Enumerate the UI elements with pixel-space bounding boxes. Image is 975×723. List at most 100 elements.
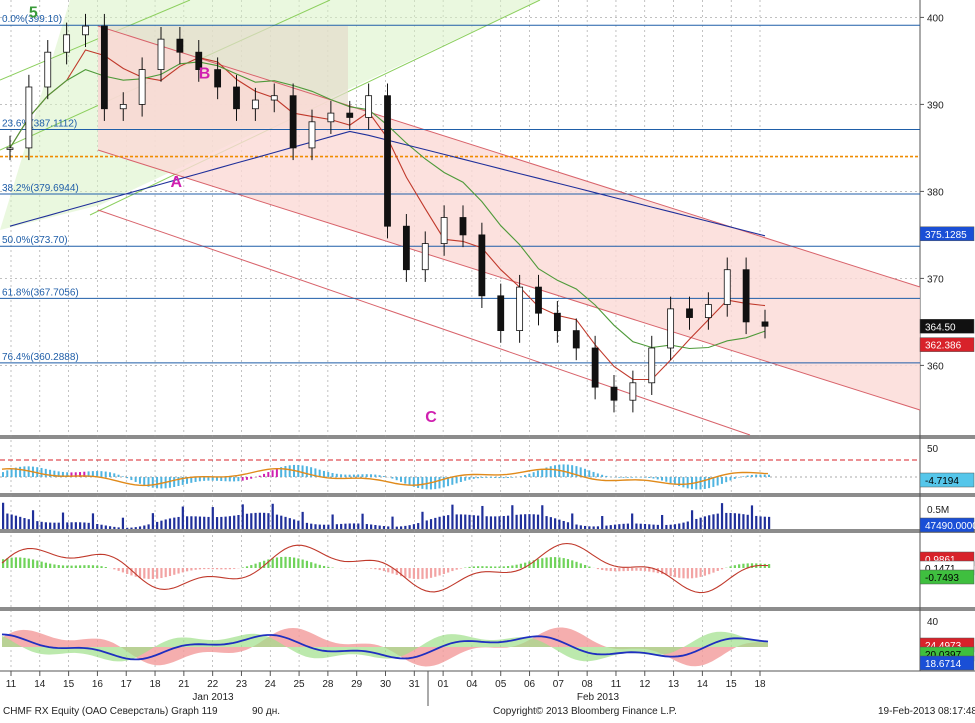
momentum-bar	[545, 467, 548, 477]
momentum-bar	[399, 477, 402, 482]
volume-bar	[138, 526, 142, 529]
macd-histogram-bar	[477, 566, 480, 568]
volume-bar	[40, 521, 43, 529]
macd-histogram-bar	[198, 568, 202, 570]
volume-bar	[554, 518, 557, 529]
candle-body	[440, 217, 448, 245]
candle-body	[384, 95, 391, 227]
volume-bar	[382, 526, 386, 529]
momentum-bar	[156, 477, 159, 489]
macd-histogram-bar	[233, 568, 236, 569]
macd-histogram-bar	[327, 566, 330, 568]
macd-histogram-bar	[511, 565, 514, 568]
volume-bar	[31, 510, 35, 529]
footer-period: 90 дн.	[252, 706, 281, 717]
momentum-bar	[194, 477, 197, 482]
macd-histogram-bar	[121, 568, 125, 573]
momentum-bar	[622, 477, 625, 478]
volume-bar	[639, 523, 642, 529]
macd-histogram-bar	[224, 568, 227, 570]
y-tick-label: 360	[927, 361, 944, 372]
y-tick-label: 370	[927, 274, 944, 285]
macd-histogram-bar	[652, 568, 655, 573]
macd-histogram-bar	[40, 561, 43, 568]
macd-histogram-bar	[66, 565, 69, 568]
momentum-bar	[549, 466, 552, 477]
price-tag-label: 47490.0000	[925, 521, 975, 532]
volume-bar	[678, 523, 681, 529]
momentum-bar	[421, 477, 424, 489]
momentum-bar	[126, 477, 129, 479]
macd-histogram-bar	[190, 568, 193, 571]
candle-body	[648, 347, 656, 384]
candle-body	[138, 69, 146, 105]
momentum-bar	[412, 477, 415, 487]
descending-channel-fill	[98, 26, 920, 410]
macd-histogram-bar	[49, 563, 52, 568]
momentum-bar	[10, 468, 13, 477]
momentum-bar	[699, 477, 702, 490]
macd-histogram-bar	[138, 568, 142, 578]
panel-separator	[0, 529, 975, 533]
volume-bar	[635, 523, 638, 529]
candle-body	[176, 38, 184, 53]
macd-histogram-bar	[579, 563, 582, 568]
macd-histogram-bar	[301, 559, 304, 568]
momentum-bar	[729, 477, 732, 481]
x-tick-label: 12	[639, 679, 651, 690]
momentum-bar	[554, 465, 557, 477]
macd-histogram-bar	[541, 558, 544, 568]
momentum-bar	[331, 473, 334, 477]
macd-histogram-bar	[263, 560, 266, 568]
price-tag-label: 375.1285	[925, 230, 967, 241]
macd-histogram-bar	[768, 564, 771, 568]
candle-body	[44, 51, 52, 88]
price-tag-label: -4.7194	[925, 476, 959, 487]
macd-histogram-bar	[729, 566, 732, 568]
momentum-bar	[228, 477, 231, 482]
macd-histogram-bar	[720, 568, 724, 570]
volume-bar	[241, 504, 244, 529]
macd-histogram-bar	[622, 568, 625, 572]
fib-level-label: 38.2%(379.6944)	[2, 183, 79, 194]
price-tag	[919, 517, 975, 533]
candle-body	[119, 104, 127, 110]
momentum-bar	[528, 473, 531, 477]
momentum-bar	[652, 477, 655, 479]
volume-bar	[746, 514, 749, 529]
momentum-bar	[579, 467, 582, 477]
dmi-negative-area	[2, 631, 768, 662]
macd-histogram-bar	[79, 565, 82, 568]
volume-bar	[344, 523, 347, 529]
indicator-panels	[0, 459, 920, 667]
momentum-bar	[237, 477, 240, 482]
macd-histogram-bar	[682, 568, 685, 579]
volume-bar	[104, 525, 107, 529]
macd-histogram-bar	[738, 564, 741, 568]
momentum-bar	[250, 477, 253, 479]
volume-bar	[750, 505, 754, 529]
macd-histogram-bar	[284, 556, 287, 568]
macd-histogram-bar	[258, 562, 261, 568]
momentum-bar	[130, 477, 133, 481]
momentum-bar	[40, 467, 43, 477]
volume-bar	[455, 514, 458, 529]
macd-histogram-bar	[10, 557, 13, 568]
momentum-bar	[536, 470, 539, 477]
macd-histogram-bar	[31, 559, 35, 568]
x-tick-label: 28	[322, 679, 334, 690]
wave-label: C	[425, 409, 437, 426]
momentum-bar	[464, 477, 467, 481]
macd-histogram-bar	[434, 568, 437, 577]
momentum-bar	[382, 476, 385, 477]
volume-bar	[613, 524, 617, 529]
momentum-bar	[318, 469, 321, 477]
macd-histogram-bar	[661, 568, 664, 575]
volume-bar	[665, 524, 668, 529]
volume-bar	[203, 516, 206, 529]
volume-bar	[305, 522, 309, 529]
macd-histogram-bar	[545, 557, 548, 568]
candle-body	[572, 330, 580, 349]
volume-bar	[327, 524, 330, 529]
macd-histogram-bar	[566, 559, 570, 568]
